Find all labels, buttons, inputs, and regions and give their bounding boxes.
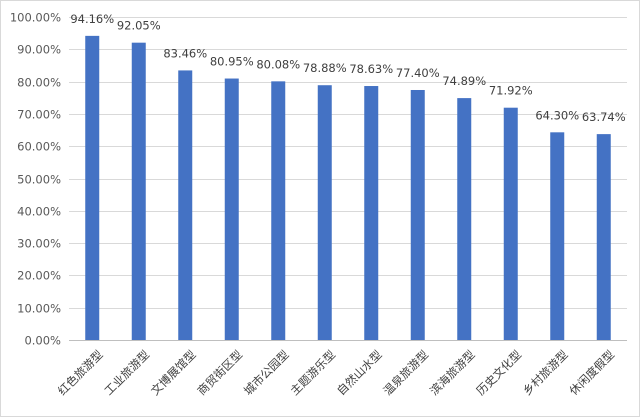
- category-label: 温泉旅游型: [381, 347, 432, 398]
- category-label: 城市公园型: [241, 347, 292, 398]
- bar: [178, 70, 193, 341]
- y-tick-label: 100.00%: [10, 11, 61, 25]
- bar: [410, 89, 425, 340]
- data-label: 78.63%: [349, 62, 393, 76]
- y-tick-label: 60.00%: [17, 140, 61, 154]
- data-labels: 94.16% 92.05%83.46%80.95% 80.08% 78.88% 78.6…: [70, 12, 625, 124]
- bar: [85, 35, 100, 341]
- y-tick-label: 50.00%: [17, 173, 61, 187]
- category-label: 休闲度假型: [567, 347, 618, 398]
- bar: [271, 81, 286, 340]
- gridlines: [69, 17, 627, 341]
- data-label: 92.05%: [117, 19, 161, 33]
- data-label: 80.95%: [210, 55, 254, 69]
- y-tick-label: 70.00%: [17, 108, 61, 122]
- category-label: 红色旅游型: [55, 347, 106, 398]
- data-label: 64.30%: [535, 108, 579, 122]
- data-label: 80.08%: [256, 57, 300, 71]
- bar: [503, 107, 518, 341]
- category-label: 主题游乐型: [288, 347, 339, 398]
- bar: [317, 85, 332, 341]
- bars: [85, 35, 611, 341]
- data-label: 94.16%: [70, 12, 114, 26]
- data-label: 77.40%: [396, 66, 440, 80]
- y-tick-label: 30.00%: [17, 237, 61, 251]
- y-tick-label: 20.00%: [17, 269, 61, 283]
- y-tick-label: 90.00%: [17, 43, 61, 57]
- data-label: 74.89%: [442, 74, 486, 88]
- data-label: 63.74%: [582, 110, 626, 124]
- category-label: 工业旅游型: [102, 347, 153, 398]
- y-tick-label: 0.00%: [24, 334, 61, 348]
- y-tick-label: 10.00%: [17, 302, 61, 316]
- category-label: 历史文化型: [474, 347, 525, 398]
- category-label: 商贸街区型: [195, 347, 246, 398]
- data-label: 78.88%: [303, 61, 347, 75]
- bar: [457, 98, 472, 340]
- y-axis-tick-labels: 0.00% 10.00% 20.00% 30.00% 40.00% 50.00% 60.00…: [10, 11, 61, 348]
- bar: [131, 42, 146, 341]
- y-tick-label: 40.00%: [17, 205, 61, 219]
- x-axis-category-labels: 红色旅游型工业旅游型文博展馆型商贸街区型城市公园型主题游乐型自然山水型温泉旅游型…: [55, 347, 617, 398]
- category-label: 自然山水型: [334, 347, 385, 398]
- category-label: 滨海旅游型: [427, 347, 478, 398]
- bar: [364, 86, 379, 340]
- y-tick-label: 80.00%: [17, 76, 61, 90]
- category-label: 文博展馆型: [148, 347, 199, 398]
- bar: [596, 134, 611, 340]
- data-label: 71.92%: [489, 84, 533, 98]
- data-label: 83.46%: [163, 46, 207, 60]
- bar: [224, 78, 239, 341]
- category-label: 乡村旅游型: [520, 347, 571, 398]
- bar: [550, 132, 565, 340]
